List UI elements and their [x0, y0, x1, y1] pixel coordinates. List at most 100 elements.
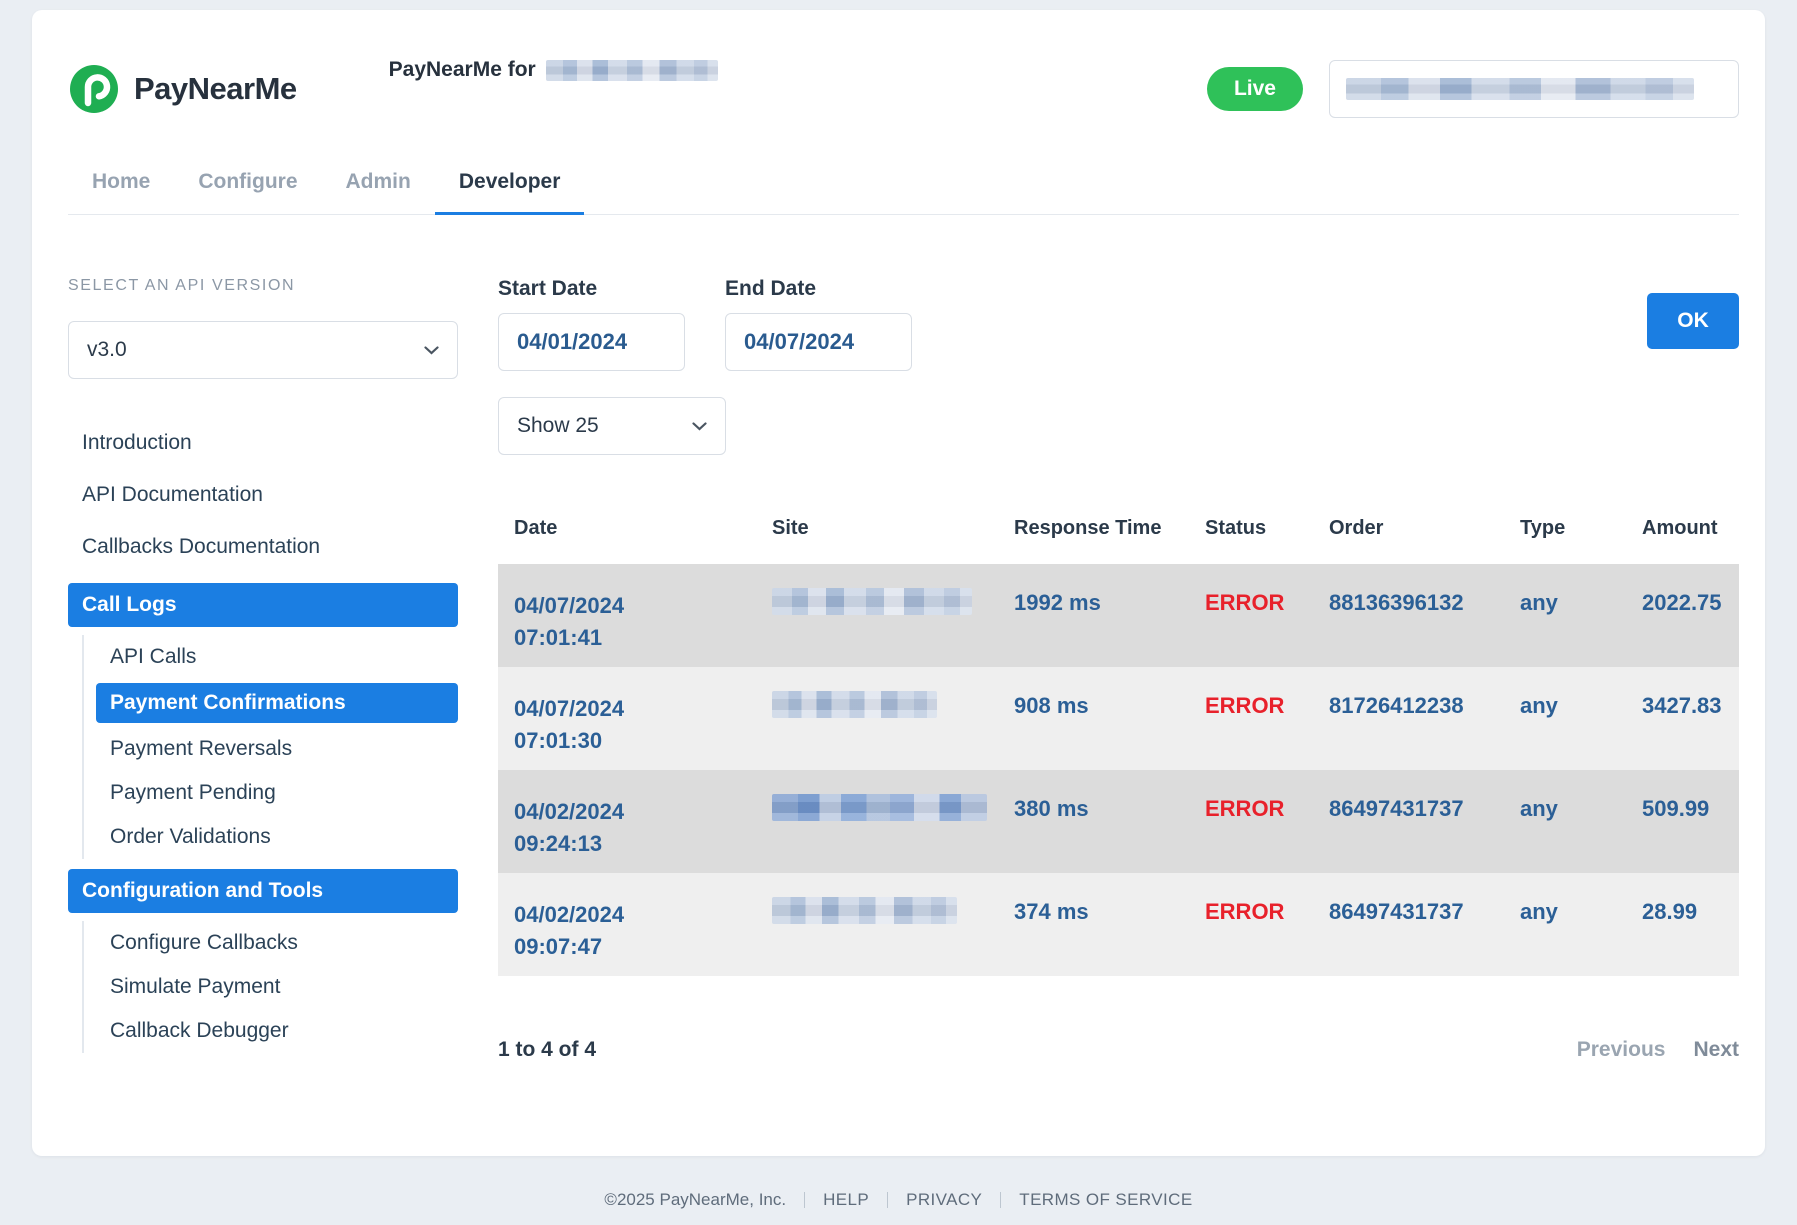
- column-header-status: Status: [1205, 517, 1267, 539]
- table-header: Date Site Response Time Status Order Typ…: [498, 517, 1739, 564]
- account-selector[interactable]: [1329, 60, 1739, 118]
- page-size-select[interactable]: Show 25: [498, 397, 726, 455]
- sidebar-item-order-validations[interactable]: Order Validations: [110, 825, 271, 848]
- cell-amount: 3427.83: [1642, 693, 1722, 718]
- sidebar-item-introduction[interactable]: Introduction: [82, 431, 192, 454]
- tab-home[interactable]: Home: [92, 170, 151, 193]
- cell-date: 04/07/2024: [514, 696, 625, 721]
- live-badge: Live: [1206, 67, 1303, 111]
- page-size-value: Show 25: [517, 414, 599, 437]
- sidebar-item-callback-debugger[interactable]: Callback Debugger: [110, 1019, 289, 1042]
- api-version-select[interactable]: v3.0: [68, 321, 458, 379]
- sidebar-item-payment-reversals[interactable]: Payment Reversals: [110, 737, 293, 760]
- cell-status: ERROR: [1205, 693, 1285, 718]
- cell-status: ERROR: [1205, 796, 1285, 821]
- workspace-prefix: PayNearMe for: [388, 58, 536, 81]
- sidebar-section-configuration-and-tools[interactable]: Configuration and Tools: [68, 869, 458, 913]
- table-row[interactable]: 04/07/2024 07:01:30 908 ms ERROR 8172641…: [498, 667, 1739, 770]
- brand-name: PayNearMe: [134, 71, 297, 106]
- copyright: ©2025 PayNearMe, Inc.: [604, 1190, 787, 1209]
- sidebar-section-call-logs[interactable]: Call Logs: [68, 583, 458, 627]
- redacted-account-info: [1346, 78, 1694, 100]
- sidebar-item-payment-pending[interactable]: Payment Pending: [110, 781, 276, 804]
- next-link[interactable]: Next: [1693, 1038, 1739, 1061]
- chevron-down-icon: [692, 421, 707, 430]
- help-link[interactable]: HELP: [823, 1190, 870, 1209]
- main-card: PayNearMe PayNearMe for Live Home Config…: [32, 10, 1765, 1156]
- sidebar-item-api-documentation[interactable]: API Documentation: [82, 483, 263, 506]
- cell-order: 86497431737: [1329, 899, 1464, 924]
- column-header-response-time: Response Time: [1014, 517, 1162, 539]
- filters-row: Start Date End Date OK: [498, 277, 1739, 371]
- previous-link[interactable]: Previous: [1576, 1038, 1666, 1061]
- redacted-site: [772, 691, 937, 718]
- end-date-field: End Date: [725, 277, 912, 371]
- cell-time: 09:07:47: [514, 934, 603, 959]
- cell-response-time: 380 ms: [1014, 796, 1089, 821]
- column-header-order: Order: [1329, 517, 1384, 539]
- ok-button[interactable]: OK: [1647, 293, 1739, 349]
- cell-time: 07:01:41: [514, 625, 603, 650]
- column-header-type: Type: [1520, 517, 1566, 539]
- cell-response-time: 374 ms: [1014, 899, 1089, 924]
- pagination: 1 to 4 of 4 Previous Next: [498, 1038, 1739, 1062]
- cell-status: ERROR: [1205, 590, 1285, 615]
- sidebar-item-api-calls[interactable]: API Calls: [110, 645, 197, 668]
- cell-order: 88136396132: [1329, 590, 1464, 615]
- terms-link[interactable]: TERMS OF SERVICE: [1019, 1190, 1193, 1209]
- sidebar-item-callbacks-documentation[interactable]: Callbacks Documentation: [82, 535, 321, 558]
- tab-developer[interactable]: Developer: [434, 170, 585, 215]
- cell-date: 04/02/2024: [514, 902, 625, 927]
- table-row[interactable]: 04/02/2024 09:07:47 374 ms ERROR 8649743…: [498, 873, 1739, 976]
- header: PayNearMe PayNearMe for Live: [68, 56, 1739, 122]
- workspace-title: PayNearMe for: [389, 58, 718, 82]
- table-body: 04/07/2024 07:01:41 1992 ms ERROR 881363…: [498, 564, 1739, 976]
- cell-order: 81726412238: [1329, 693, 1464, 718]
- call-log-table: Date Site Response Time Status Order Typ…: [498, 517, 1739, 976]
- redacted-site: [772, 897, 957, 924]
- api-version-label: SELECT AN API VERSION: [68, 277, 296, 294]
- table-row[interactable]: 04/02/2024 09:24:13 380 ms ERROR 8649743…: [498, 770, 1739, 873]
- start-date-field: Start Date: [498, 277, 685, 371]
- start-date-input[interactable]: [498, 313, 685, 371]
- footer-divider: [1000, 1192, 1002, 1208]
- sidebar-nav: Introduction API Documentation Callbacks…: [68, 417, 458, 1053]
- pagination-summary: 1 to 4 of 4: [498, 1038, 597, 1061]
- sidebar: SELECT AN API VERSION v3.0 Introduction …: [68, 277, 458, 1063]
- api-version-value: v3.0: [87, 338, 127, 361]
- cell-amount: 509.99: [1642, 796, 1710, 821]
- redacted-site: [772, 588, 972, 615]
- column-header-site: Site: [772, 517, 809, 539]
- cell-type: any: [1520, 899, 1558, 924]
- paynearme-logo-icon: [68, 63, 120, 115]
- cell-order: 86497431737: [1329, 796, 1464, 821]
- sidebar-item-payment-confirmations[interactable]: Payment Confirmations: [96, 683, 458, 723]
- cell-date: 04/07/2024: [514, 593, 625, 618]
- cell-response-time: 908 ms: [1014, 693, 1089, 718]
- content: SELECT AN API VERSION v3.0 Introduction …: [68, 277, 1739, 1063]
- cell-response-time: 1992 ms: [1014, 590, 1101, 615]
- table-row[interactable]: 04/07/2024 07:01:41 1992 ms ERROR 881363…: [498, 564, 1739, 667]
- brand: PayNearMe: [68, 63, 297, 115]
- end-date-input[interactable]: [725, 313, 912, 371]
- redacted-workspace-name: [545, 59, 718, 81]
- main-panel: Start Date End Date OK Show 25 Date Site…: [498, 277, 1739, 1063]
- cell-date: 04/02/2024: [514, 799, 625, 824]
- sidebar-item-simulate-payment[interactable]: Simulate Payment: [110, 975, 281, 998]
- cell-time: 07:01:30: [514, 728, 603, 753]
- column-header-amount: Amount: [1642, 517, 1718, 539]
- footer-divider: [804, 1192, 806, 1208]
- cell-time: 09:24:13: [514, 831, 603, 856]
- redacted-site: [772, 794, 987, 821]
- start-date-label: Start Date: [498, 277, 598, 300]
- tab-configure[interactable]: Configure: [198, 170, 298, 193]
- cell-amount: 28.99: [1642, 899, 1698, 924]
- column-header-date: Date: [514, 517, 558, 539]
- cell-type: any: [1520, 693, 1558, 718]
- privacy-link[interactable]: PRIVACY: [906, 1190, 983, 1209]
- cell-type: any: [1520, 796, 1558, 821]
- tab-admin[interactable]: Admin: [345, 170, 411, 193]
- cell-status: ERROR: [1205, 899, 1285, 924]
- cell-amount: 2022.75: [1642, 590, 1722, 615]
- sidebar-item-configure-callbacks[interactable]: Configure Callbacks: [110, 931, 298, 954]
